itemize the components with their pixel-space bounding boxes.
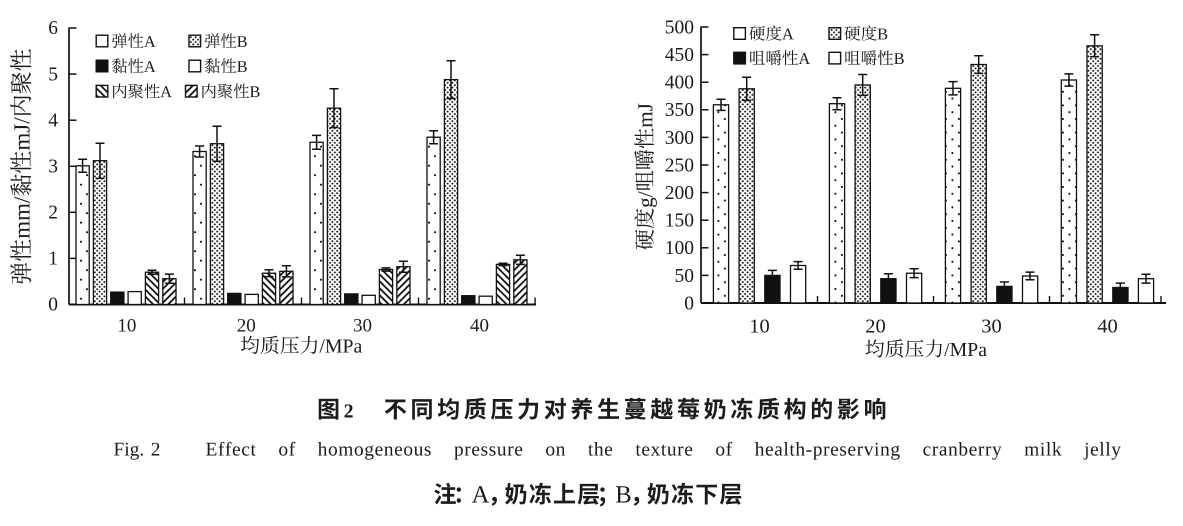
svg-text:150: 150 xyxy=(665,211,694,232)
svg-text:350: 350 xyxy=(665,100,694,121)
svg-text:450: 450 xyxy=(665,45,694,66)
svg-text:30: 30 xyxy=(353,316,372,337)
svg-text:3: 3 xyxy=(48,157,58,178)
svg-text:10: 10 xyxy=(117,316,136,337)
svg-text:5: 5 xyxy=(48,64,58,85)
svg-text:1: 1 xyxy=(48,249,58,270)
svg-text:100: 100 xyxy=(665,238,694,259)
svg-text:500: 500 xyxy=(665,17,694,38)
svg-text:400: 400 xyxy=(665,73,694,94)
svg-text:4: 4 xyxy=(48,110,58,131)
svg-text:40: 40 xyxy=(1097,316,1118,338)
svg-text:200: 200 xyxy=(665,183,694,204)
svg-text:30: 30 xyxy=(981,316,1002,338)
svg-text:250: 250 xyxy=(665,155,694,176)
svg-text:20: 20 xyxy=(865,316,886,338)
svg-text:0: 0 xyxy=(684,293,694,314)
svg-text:6: 6 xyxy=(48,18,58,39)
svg-text:50: 50 xyxy=(675,266,695,287)
svg-text:300: 300 xyxy=(665,128,694,149)
svg-text:10: 10 xyxy=(749,316,770,338)
svg-text:0: 0 xyxy=(48,295,58,316)
svg-text:2: 2 xyxy=(48,203,58,224)
svg-text:40: 40 xyxy=(470,316,489,337)
svg-text:20: 20 xyxy=(237,316,256,337)
